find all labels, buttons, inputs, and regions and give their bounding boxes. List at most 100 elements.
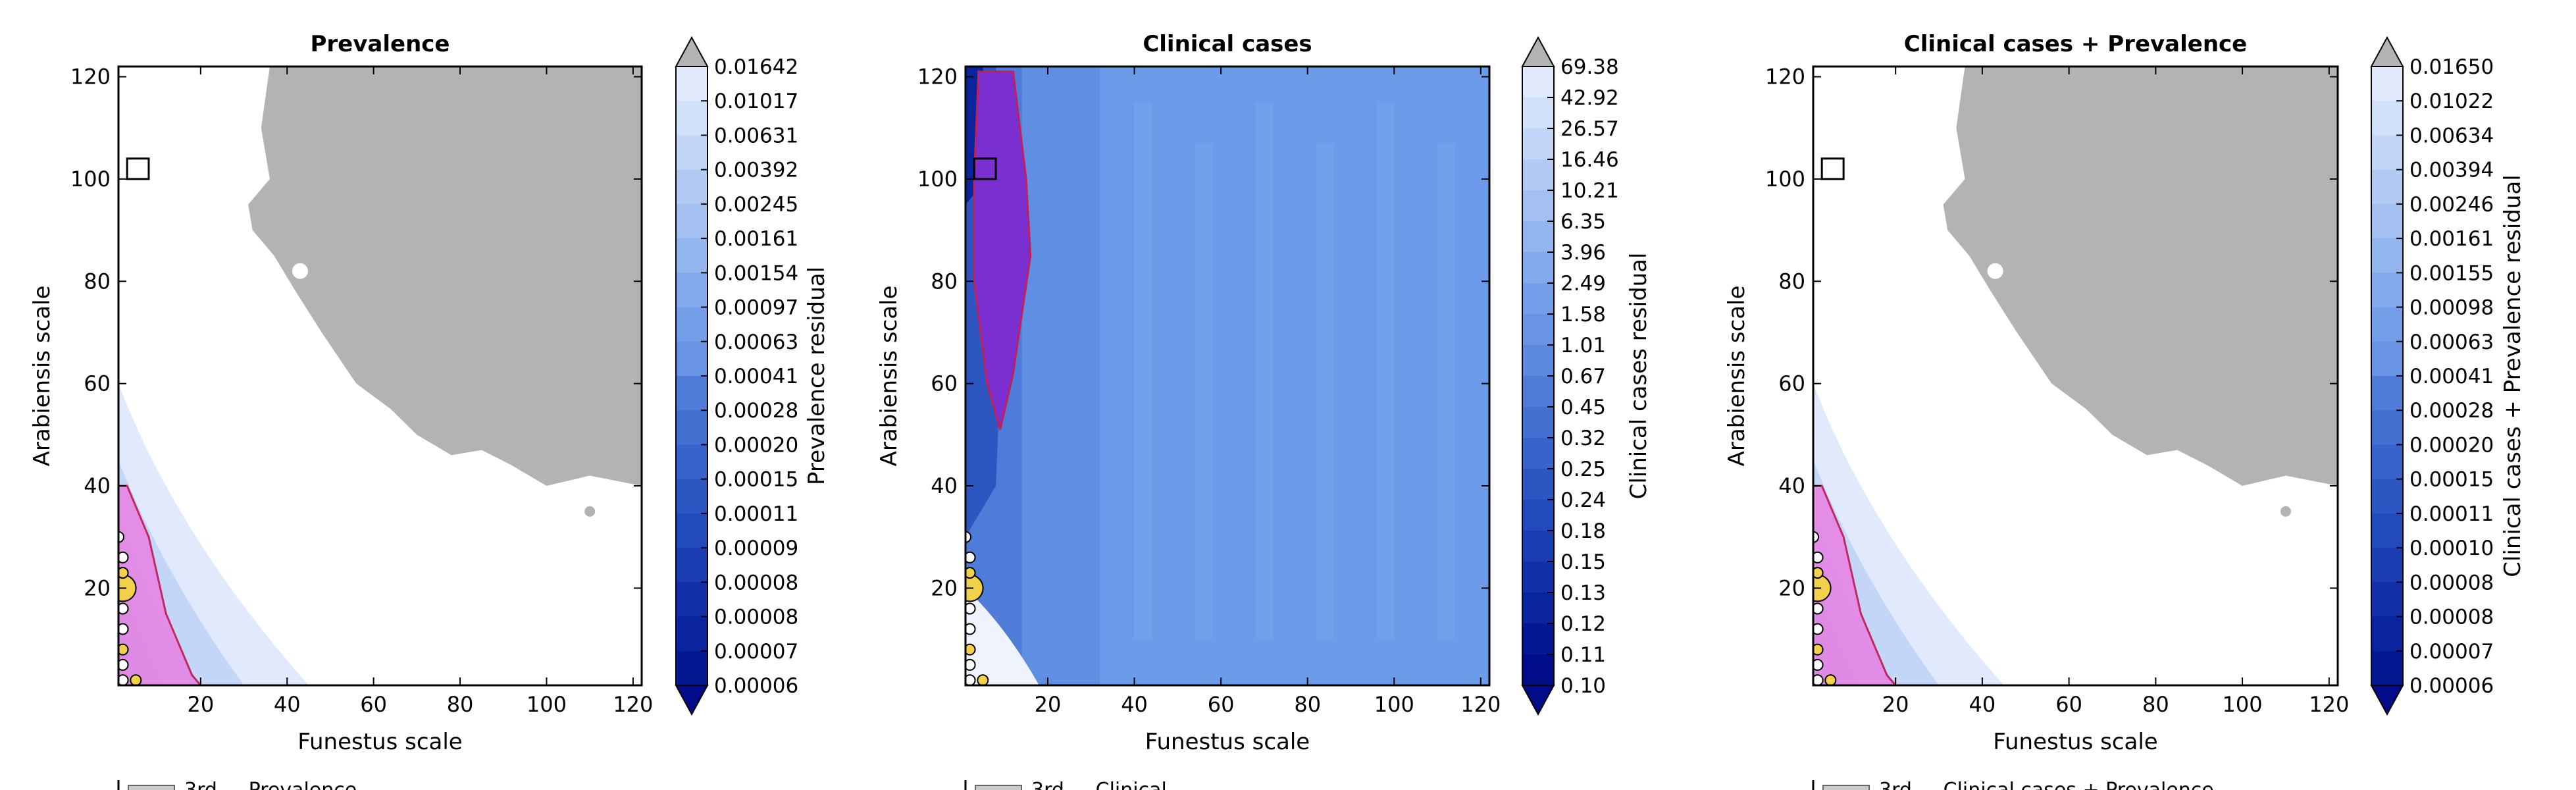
plot-frame — [117, 65, 643, 687]
y-tick-label: 40 — [931, 473, 958, 498]
colorbar-tick-label: 0.13 — [1560, 581, 1606, 605]
colorbar-tick-label: 0.45 — [1560, 396, 1606, 419]
y-tick-label: 60 — [1778, 371, 1805, 396]
legend-text: 3rd ... Clinical — [1031, 779, 1167, 790]
colorbar-tick-label: 16.46 — [1560, 148, 1619, 172]
colorbar-segment — [2371, 376, 2403, 411]
colorbar-tick-label: 0.18 — [1560, 519, 1606, 543]
y-tick-label: 120 — [917, 65, 958, 90]
colorbar-segment — [1522, 97, 1554, 129]
colorbar-segment — [2371, 479, 2403, 514]
sample-point — [966, 602, 976, 615]
x-tick-label: 100 — [2223, 692, 2263, 717]
colorbar-segment — [1522, 190, 1554, 222]
colorbar-tick-label: 69.38 — [1560, 55, 1619, 79]
sample-point — [1813, 531, 1819, 543]
colorbar-segment — [676, 376, 708, 411]
sample-point — [118, 531, 124, 543]
colorbar-segment — [1522, 221, 1554, 253]
colorbar-segment — [1522, 562, 1554, 593]
colorbar-tick-label: 0.00154 — [714, 261, 798, 285]
colorbar-tick-label: 0.00008 — [2409, 571, 2494, 594]
colorbar-tick-label: 0.01642 — [714, 55, 798, 79]
x-tick-label: 20 — [187, 692, 214, 717]
x-tick-label: 120 — [2309, 692, 2349, 717]
x-tick-label: 120 — [1460, 692, 1501, 717]
sample-point — [118, 602, 129, 615]
selected-point-marker — [973, 157, 997, 180]
x-tick-label: 20 — [1035, 692, 1062, 717]
x-tick-label: 60 — [2055, 692, 2082, 717]
colorbar-segment — [676, 513, 708, 549]
colorbar-tick-label: 0.00041 — [714, 365, 798, 388]
colorbar-segment — [676, 650, 708, 686]
colorbar-tick-label: 0.00161 — [714, 227, 798, 251]
colorbar-segment — [676, 238, 708, 274]
colorbar-extend-min — [1521, 685, 1555, 716]
plot-area — [1813, 66, 2338, 685]
colorbar-segment — [2371, 410, 2403, 446]
y-tick-label: 100 — [1765, 167, 1805, 192]
sample-point — [1813, 551, 1824, 564]
contour-streak — [1134, 102, 1152, 640]
y-axis: 20 40 60 80 100 120 — [70, 65, 642, 600]
colorbar-tick-label: 0.11 — [1560, 643, 1606, 667]
x-axis-label: Funestus scale — [1145, 729, 1310, 755]
colorbar-tick-label: 0.00063 — [2409, 330, 2494, 354]
legend-swatch — [1822, 785, 1870, 790]
sample-point — [118, 643, 129, 656]
selected-point-marker — [1820, 157, 1845, 180]
colorbar-tick-label: 0.00007 — [714, 640, 798, 664]
colorbar-segment — [676, 616, 708, 652]
colorbar-tick-label: 0.01650 — [2409, 55, 2494, 79]
sample-point — [118, 623, 129, 635]
colorbar-segment — [2371, 135, 2403, 171]
colorbar-tick-label: 2.49 — [1560, 272, 1606, 296]
sample-point — [966, 551, 976, 564]
colorbar-segment — [676, 101, 708, 136]
colorbar-segment — [2371, 203, 2403, 240]
colorbar-segment — [2371, 513, 2403, 549]
colorbar-segment — [676, 169, 708, 205]
colorbar-segment — [1522, 531, 1554, 562]
colorbar-tick-label: 6.35 — [1560, 210, 1606, 234]
colorbar-tick-label: 0.67 — [1560, 365, 1606, 388]
colorbar-tick-label: 0.00028 — [714, 399, 798, 423]
colorbar-segment — [676, 410, 708, 446]
colorbar-tick-label: 0.12 — [1560, 612, 1606, 636]
colorbar-segment — [676, 135, 708, 171]
colorbar-tick-label: 10.21 — [1560, 179, 1619, 203]
x-axis: 20 40 60 80 100 120 — [1882, 66, 2349, 717]
colorbar-segment — [2371, 273, 2403, 308]
colorbar-segment — [1522, 159, 1554, 191]
colorbar-segment — [2371, 169, 2403, 205]
y-tick-label: 100 — [70, 167, 111, 192]
colorbar-tick-label: 0.00006 — [714, 674, 798, 698]
colorbar-extend-max — [675, 36, 709, 67]
sample-point — [1813, 658, 1824, 671]
colorbar-tick-label: 0.00246 — [2409, 193, 2494, 217]
y-tick-label: 20 — [84, 575, 111, 600]
x-tick-label: 80 — [1294, 692, 1321, 717]
colorbar-tick-label: 0.00155 — [2409, 261, 2494, 285]
contour-streak — [1255, 102, 1274, 640]
colorbar-tick-label: 0.00020 — [714, 433, 798, 457]
colorbar-segment — [676, 548, 708, 583]
plot-area — [966, 66, 1489, 685]
colorbar-tick-label: 0.00028 — [2409, 399, 2494, 423]
x-tick-label: 60 — [1208, 692, 1235, 717]
colorbar-tick-label: 0.00015 — [2409, 468, 2494, 492]
colorbar-tick-label: 0.00063 — [714, 330, 798, 354]
colorbar: 0.01642 0.01017 0.00631 0.00392 0.00245 0.001… — [675, 36, 830, 716]
colorbar-tick-label: 0.00011 — [714, 502, 798, 526]
legend-fragment: 3rd ... Clinical — [964, 779, 1167, 790]
colorbar-tick-label: 0.00394 — [2409, 159, 2494, 182]
colorbar-segment — [676, 444, 708, 480]
chart-panel-3: 20 40 60 80 100 120 20 40 60 80 100 120 Clinical cas… — [1724, 31, 2526, 790]
sample-point — [130, 674, 142, 685]
colorbar-segment — [1522, 592, 1554, 624]
colorbar-tick-label: 0.00634 — [2409, 124, 2494, 147]
plot-frame — [1812, 65, 2339, 687]
y-tick-label: 60 — [931, 371, 958, 396]
